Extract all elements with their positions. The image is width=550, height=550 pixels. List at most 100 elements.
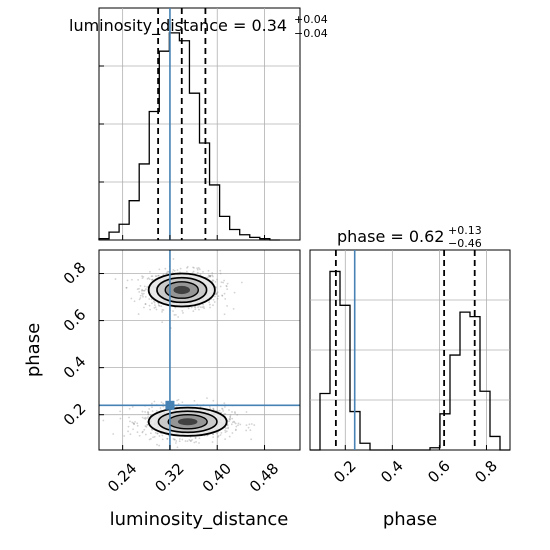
joint-sample-point <box>151 406 153 409</box>
joint-sample-point <box>141 275 143 278</box>
joint-sample-point <box>137 278 140 281</box>
joint-sample-point <box>206 276 209 279</box>
joint-sample-point <box>216 278 218 281</box>
joint-sample-point <box>154 306 157 309</box>
joint-sample-point <box>119 410 122 413</box>
joint-sample-point <box>160 305 163 308</box>
ld-histogram-line <box>98 32 280 241</box>
joint-sample-point <box>138 434 141 437</box>
joint-sample-point <box>143 289 146 292</box>
joint-sample-point <box>172 437 175 440</box>
joint-sample-point <box>161 309 164 311</box>
joint-sample-point <box>222 410 224 412</box>
joint-sample-point <box>178 440 181 443</box>
joint-sample-point <box>153 301 156 304</box>
joint-sample-point <box>147 412 150 415</box>
joint-sample-point <box>186 266 188 269</box>
joint-sample-point <box>143 285 146 288</box>
joint-truth-marker <box>165 400 175 410</box>
joint-sample-point <box>176 269 179 271</box>
joint-sample-point <box>209 407 212 410</box>
joint-sample-point <box>207 276 210 278</box>
joint-sample-point <box>157 274 160 277</box>
joint-y-tick-label-3: 0.8 <box>60 258 90 288</box>
phase-title: phase = 0.62 <box>337 227 444 246</box>
joint-sample-point <box>202 270 204 273</box>
joint-sample-point <box>130 297 133 300</box>
joint-sample-point <box>141 289 144 292</box>
joint-sample-point <box>225 284 228 287</box>
joint-sample-point <box>199 273 202 276</box>
joint-sample-point <box>249 429 252 432</box>
joint-sample-point <box>228 420 230 423</box>
joint-sample-point <box>162 405 165 408</box>
joint-sample-point <box>225 427 227 430</box>
joint-sample-point <box>131 405 134 408</box>
joint-sample-point <box>207 269 210 272</box>
joint-sample-point <box>195 440 197 443</box>
joint-sample-point <box>146 286 149 288</box>
joint-contour-0-0 <box>147 272 216 308</box>
joint-sample-point <box>223 406 226 408</box>
joint-sample-point <box>209 274 212 277</box>
joint-sample-point <box>235 425 238 428</box>
joint-sample-point <box>154 431 157 434</box>
joint-sample-point <box>156 443 158 446</box>
ld-x-tick-label-3: 0.48 <box>246 459 282 495</box>
joint-sample-point <box>213 301 216 303</box>
joint-sample-point <box>239 423 242 426</box>
joint-sample-point <box>230 423 233 426</box>
joint-sample-point <box>212 433 215 436</box>
joint-sample-point <box>146 423 149 426</box>
joint-sample-point <box>174 438 176 441</box>
joint-contour-1-1 <box>157 410 218 434</box>
joint-sample-point <box>145 425 148 428</box>
joint-sample-point <box>143 417 146 420</box>
joint-sample-point <box>202 305 205 308</box>
joint-sample-point <box>131 278 133 281</box>
joint-sample-point <box>219 434 222 436</box>
phase-title-main: phase = 0.62 <box>337 227 444 246</box>
joint-contour-0-1 <box>156 276 208 304</box>
joint-sample-point <box>211 272 214 274</box>
joint-sample-point <box>149 270 151 273</box>
ld-histogram-layer <box>98 8 300 241</box>
joint-sample-point <box>146 417 148 419</box>
joint-sample-point <box>221 295 224 297</box>
joint-sample-point <box>141 416 144 419</box>
phase-x-tick-labels: 0.2 0.4 0.6 0.8 <box>330 457 501 487</box>
joint-sample-point <box>174 306 177 309</box>
joint-sample-point <box>143 306 145 309</box>
joint-sample-point <box>212 408 215 410</box>
joint-sample-point <box>144 418 147 420</box>
joint-sample-point <box>146 423 149 426</box>
joint-sample-point <box>192 270 195 273</box>
joint-sample-point <box>191 438 193 441</box>
joint-sample-point <box>138 298 141 301</box>
joint-sample-point <box>149 308 152 311</box>
joint-sample-point <box>194 437 197 440</box>
joint-sample-point <box>226 288 229 290</box>
joint-sample-point <box>227 427 229 430</box>
joint-sample-point <box>224 431 227 434</box>
joint-sample-point <box>197 267 200 269</box>
joint-sample-point <box>172 310 174 312</box>
joint-sample-point <box>198 268 201 271</box>
joint-sample-point <box>237 422 240 425</box>
joint-sample-point <box>175 440 178 442</box>
joint-sample-point <box>133 300 136 303</box>
joint-sample-point <box>144 416 147 419</box>
joint-contour-1-2 <box>167 414 208 430</box>
joint-sample-point <box>177 402 180 405</box>
joint-sample-point <box>186 440 189 443</box>
joint-sample-point <box>143 428 146 431</box>
joint-sample-point <box>114 278 117 280</box>
joint-sample-point <box>250 438 253 441</box>
joint-sample-point <box>148 298 151 300</box>
joint-sample-point <box>144 303 147 305</box>
joint-sample-point <box>158 305 161 307</box>
joint-sample-point <box>212 275 214 278</box>
joint-sample-point <box>228 409 230 411</box>
joint-sample-point <box>236 414 239 416</box>
joint-sample-point <box>194 308 197 311</box>
